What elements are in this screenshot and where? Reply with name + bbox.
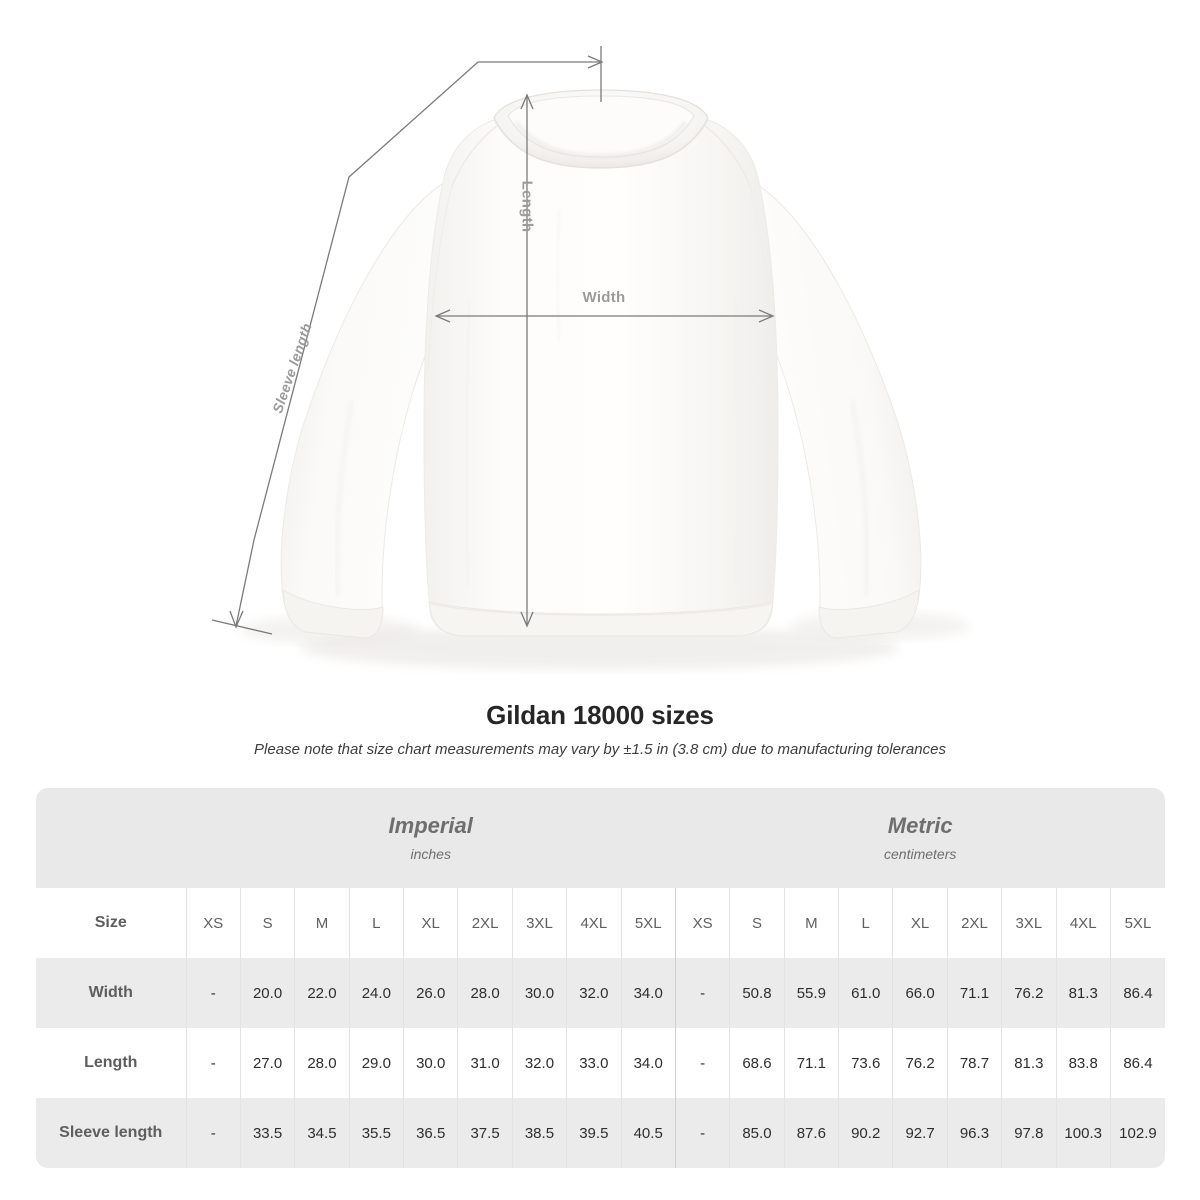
cell-width-imperial-4xl: 32.0 bbox=[566, 958, 622, 1028]
cell-width-imperial-3xl: 30.0 bbox=[511, 958, 567, 1028]
cell-width-imperial-l: 24.0 bbox=[348, 958, 404, 1028]
cell-length-imperial-s: 27.0 bbox=[239, 1028, 295, 1098]
cell-length-metric-l: 73.6 bbox=[838, 1028, 893, 1098]
size-header-4xl-metric: 4XL bbox=[1055, 888, 1111, 958]
size-header-3xl-imperial: 3XL bbox=[511, 888, 567, 958]
table-row: Sleeve length -33.5 34.5 35.5 36.5 37.5 38.5 39… bbox=[36, 1098, 1165, 1168]
size-header-l-imperial: L bbox=[348, 888, 404, 958]
size-header-5xl-imperial: 5XL bbox=[620, 888, 676, 958]
cell-sleeve-length-metric-l: 90.2 bbox=[838, 1098, 893, 1168]
cell-sleeve-length-metric-s: 85.0 bbox=[729, 1098, 785, 1168]
cell-length-metric-3xl: 81.3 bbox=[1001, 1028, 1057, 1098]
cell-width-imperial-5xl: 34.0 bbox=[620, 958, 676, 1028]
cell-sleeve-length-imperial-5xl: 40.5 bbox=[620, 1098, 676, 1168]
table-row: Width -20.0 22.0 24.0 26.0 28.0 30.0 32.0 34.0-5… bbox=[36, 958, 1165, 1028]
page-title: Gildan 18000 sizes bbox=[486, 700, 714, 730]
cell-width-metric-xl: 66.0 bbox=[892, 958, 948, 1028]
cell-width-imperial-2xl: 28.0 bbox=[457, 958, 513, 1028]
unit-sub: inches bbox=[410, 845, 451, 862]
cell-width-imperial-xl: 26.0 bbox=[403, 958, 458, 1028]
cell-length-metric-2xl: 78.7 bbox=[946, 1028, 1002, 1098]
cell-sleeve-length-imperial-3xl: 38.5 bbox=[511, 1098, 567, 1168]
cell-length-metric-xl: 76.2 bbox=[892, 1028, 948, 1098]
title-block: Gildan 18000 sizes Please note that size… bbox=[0, 700, 1200, 758]
size-header-3xl-metric: 3XL bbox=[1001, 888, 1057, 958]
cell-width-metric-m: 55.9 bbox=[783, 958, 839, 1028]
cell-length-imperial-m: 28.0 bbox=[294, 1028, 350, 1098]
tolerance-note: Please note that size chart measurements… bbox=[254, 741, 946, 758]
cell-width-imperial-s: 20.0 bbox=[239, 958, 295, 1028]
cell-sleeve-length-imperial-m: 34.5 bbox=[294, 1098, 350, 1168]
cell-sleeve-length-metric-2xl: 96.3 bbox=[946, 1098, 1002, 1168]
table-corner-label: Size bbox=[36, 888, 187, 958]
width-label: Width bbox=[582, 289, 626, 306]
cell-width-imperial-m: 22.0 bbox=[294, 958, 350, 1028]
size-header-xl-imperial: XL bbox=[403, 888, 458, 958]
cell-sleeve-length-imperial-l: 35.5 bbox=[348, 1098, 404, 1168]
cell-length-imperial-2xl: 31.0 bbox=[457, 1028, 513, 1098]
unit-name: Imperial bbox=[388, 813, 473, 839]
cell-width-metric-xs: - bbox=[674, 958, 730, 1028]
cell-width-metric-l: 61.0 bbox=[838, 958, 893, 1028]
cell-sleeve-length-metric-xl: 92.7 bbox=[892, 1098, 948, 1168]
cell-sleeve-length-imperial-xl: 36.5 bbox=[403, 1098, 458, 1168]
unit-name: Metric bbox=[887, 813, 953, 839]
cell-sleeve-length-metric-m: 87.6 bbox=[783, 1098, 839, 1168]
unit-banner-imperial: Imperial inches bbox=[186, 788, 676, 888]
cell-sleeve-length-metric-xs: - bbox=[674, 1098, 730, 1168]
cell-length-imperial-l: 29.0 bbox=[348, 1028, 404, 1098]
size-header-2xl-imperial: 2XL bbox=[457, 888, 513, 958]
cell-sleeve-length-imperial-xs: - bbox=[185, 1098, 241, 1168]
size-header-xl-metric: XL bbox=[892, 888, 948, 958]
cell-length-metric-xs: - bbox=[674, 1028, 730, 1098]
cell-width-metric-4xl: 81.3 bbox=[1055, 958, 1111, 1028]
cell-length-imperial-5xl: 34.0 bbox=[620, 1028, 676, 1098]
cell-width-metric-5xl: 86.4 bbox=[1109, 958, 1165, 1028]
unit-banner-corner bbox=[36, 788, 187, 888]
unit-banner-metric: Metric centimeters bbox=[675, 788, 1165, 888]
cell-width-metric-3xl: 76.2 bbox=[1001, 958, 1057, 1028]
unit-banner-row: Imperial inches Metric centimeters bbox=[36, 788, 1165, 888]
cell-sleeve-length-metric-5xl: 102.9 bbox=[1109, 1098, 1165, 1168]
size-header-4xl-imperial: 4XL bbox=[566, 888, 622, 958]
cell-length-imperial-4xl: 33.0 bbox=[566, 1028, 622, 1098]
unit-sub: centimeters bbox=[884, 845, 957, 862]
row-label-length: Length bbox=[36, 1028, 187, 1098]
row-label-sleeve-length: Sleeve length bbox=[36, 1098, 187, 1168]
table-row: Length -27.0 28.0 29.0 30.0 31.0 32.0 33.0 34.0-… bbox=[36, 1028, 1165, 1098]
row-label-width: Width bbox=[36, 958, 187, 1028]
size-header-s-metric: S bbox=[729, 888, 785, 958]
size-header-row: Size XS S M L XL 2XL 3XL 4XL 5XL XS S M L XL 2XL 3XL 4XL 5… bbox=[36, 888, 1165, 958]
cell-length-metric-5xl: 86.4 bbox=[1109, 1028, 1165, 1098]
cell-length-metric-s: 68.6 bbox=[729, 1028, 785, 1098]
size-table: Imperial inches Metric centimeters Size XS S M L… bbox=[36, 788, 1165, 1168]
cell-width-metric-2xl: 71.1 bbox=[946, 958, 1002, 1028]
size-chart-table: Imperial inches Metric centimeters Size XS S M L… bbox=[36, 788, 1165, 1168]
product-photo: Length Width Sleeve length bbox=[211, 46, 970, 670]
cell-length-imperial-xl: 30.0 bbox=[403, 1028, 458, 1098]
cell-length-metric-m: 71.1 bbox=[783, 1028, 839, 1098]
length-label: Length bbox=[518, 180, 536, 233]
cell-sleeve-length-imperial-2xl: 37.5 bbox=[457, 1098, 513, 1168]
cell-sleeve-length-imperial-s: 33.5 bbox=[239, 1098, 295, 1168]
size-header-m-metric: M bbox=[783, 888, 839, 958]
cell-width-imperial-xs: - bbox=[185, 958, 241, 1028]
size-header-xs-imperial: XS bbox=[185, 888, 241, 958]
size-header-5xl-metric: 5XL bbox=[1109, 888, 1165, 958]
sweatshirt-illustration bbox=[240, 89, 970, 670]
cell-sleeve-length-imperial-4xl: 39.5 bbox=[566, 1098, 622, 1168]
cell-width-metric-s: 50.8 bbox=[729, 958, 785, 1028]
cell-length-imperial-xs: - bbox=[185, 1028, 241, 1098]
size-header-s-imperial: S bbox=[239, 888, 295, 958]
size-header-l-metric: L bbox=[838, 888, 893, 958]
cell-length-metric-4xl: 83.8 bbox=[1055, 1028, 1111, 1098]
size-header-xs-metric: XS bbox=[674, 888, 730, 958]
cell-length-imperial-3xl: 32.0 bbox=[511, 1028, 567, 1098]
cell-sleeve-length-metric-4xl: 100.3 bbox=[1055, 1098, 1111, 1168]
cell-sleeve-length-metric-3xl: 97.8 bbox=[1001, 1098, 1057, 1168]
size-header-m-imperial: M bbox=[294, 888, 350, 958]
size-header-2xl-metric: 2XL bbox=[946, 888, 1002, 958]
